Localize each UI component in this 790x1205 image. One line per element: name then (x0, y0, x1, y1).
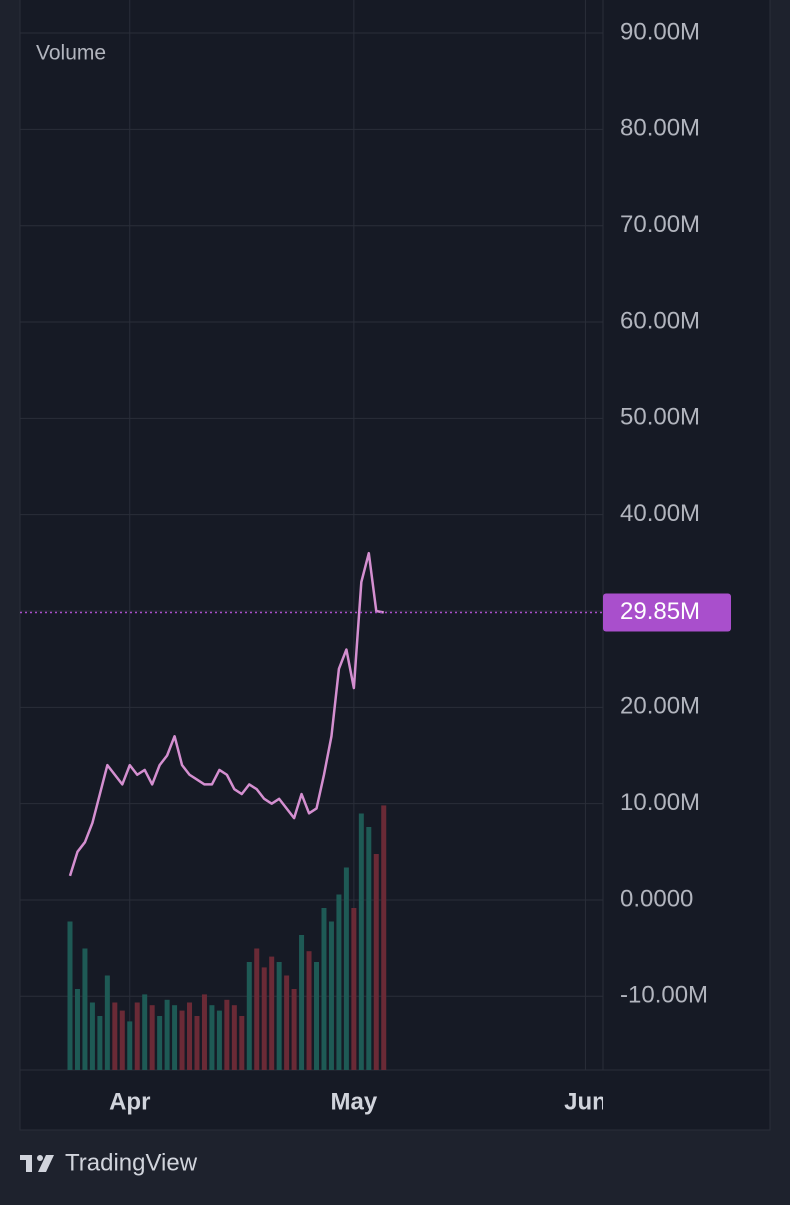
volume-bar (366, 827, 372, 1070)
volume-bar (239, 1016, 245, 1070)
volume-bar (231, 1005, 237, 1070)
volume-bar (172, 1005, 178, 1070)
volume-bar (179, 1010, 185, 1070)
volume-bar (381, 805, 387, 1070)
volume-bar (187, 1002, 193, 1070)
y-tick-label: 80.00M (620, 115, 700, 142)
y-tick-label: -10.00M (620, 982, 708, 1009)
volume-bar (261, 967, 267, 1070)
volume-bar (299, 935, 305, 1070)
y-tick-label: 60.00M (620, 307, 700, 334)
brand-logo (20, 1155, 54, 1172)
x-tick-label: May (331, 1088, 378, 1115)
volume-bar (373, 854, 379, 1070)
volume-bar (97, 1016, 103, 1070)
volume-bar (134, 1002, 140, 1070)
grid (20, 0, 603, 1070)
brand-name: TradingView (65, 1149, 198, 1176)
volume-bar (314, 962, 320, 1070)
volume-bar (149, 1005, 155, 1070)
volume-bar (269, 956, 275, 1070)
volume-bar (82, 948, 88, 1070)
volume-pane (67, 805, 387, 1070)
volume-bar (67, 921, 73, 1070)
volume-bar (119, 1010, 125, 1070)
y-tick-label: 40.00M (620, 500, 700, 527)
volume-bar (328, 921, 334, 1070)
volume-bar (112, 1002, 118, 1070)
y-tick-label: 90.00M (620, 18, 700, 45)
volume-bar (216, 1010, 222, 1070)
last-value-label: 29.85M (620, 598, 700, 625)
y-tick-label: 10.00M (620, 789, 700, 816)
volume-bar (254, 948, 260, 1070)
volume-bar (351, 908, 357, 1070)
volume-bar (157, 1016, 163, 1070)
volume-bar (209, 1005, 215, 1070)
study-title: Volume (36, 42, 106, 65)
plot-frame (19, 0, 771, 1131)
y-tick-label: 50.00M (620, 404, 700, 431)
y-tick-label: 0.0000 (620, 885, 693, 912)
volume-bar (276, 962, 282, 1070)
plot (20, 551, 603, 877)
volume-bar (291, 989, 297, 1070)
volume-bar (358, 813, 364, 1070)
x-tick-label: Apr (109, 1088, 150, 1115)
y-tick-label: 20.00M (620, 693, 700, 720)
volume-bar (164, 999, 170, 1070)
volume-bar (246, 962, 252, 1070)
volume-bar (89, 1002, 95, 1070)
volume-bar (142, 994, 148, 1070)
volume-bar (343, 867, 349, 1070)
labels: -10.00M0.000010.00M20.00M30.00M40.00M50.… (109, 18, 731, 1115)
price-line (68, 551, 384, 877)
y-tick-label: 70.00M (620, 211, 700, 238)
last-value-box (603, 593, 731, 632)
volume-bar (104, 975, 110, 1070)
volume-bar (201, 994, 207, 1070)
volume-bar (306, 951, 312, 1070)
x-tick-label: Jun (564, 1088, 607, 1115)
volume-bar (224, 999, 230, 1070)
volume-bar (336, 894, 342, 1070)
volume-bar (284, 975, 290, 1070)
volume-bar (74, 989, 80, 1070)
volume-bar (194, 1016, 200, 1070)
volume-bar (321, 908, 327, 1070)
volume-bar (127, 1021, 133, 1070)
